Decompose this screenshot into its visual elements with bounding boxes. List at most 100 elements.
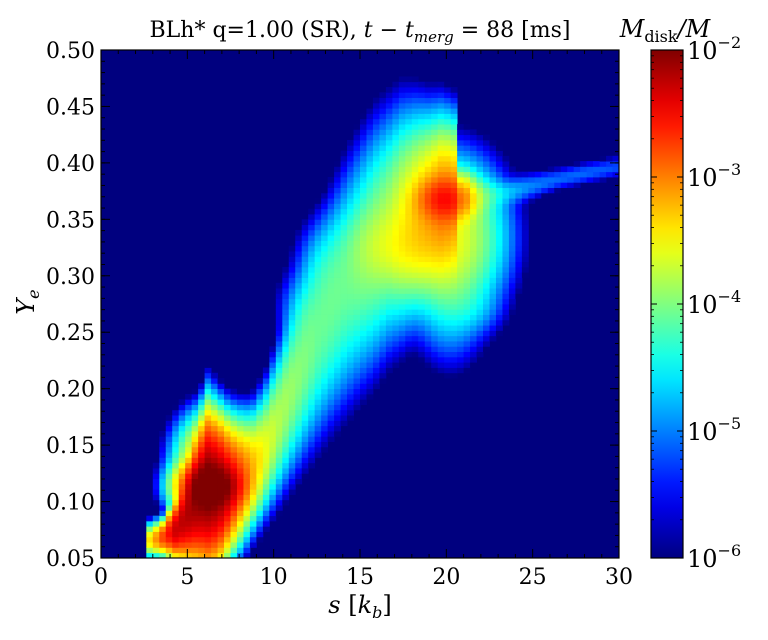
heatmap-cell — [275, 335, 283, 342]
heatmap-cell — [275, 282, 283, 289]
heatmap-cell — [476, 277, 484, 284]
heatmap-cell — [165, 431, 173, 437]
heatmap-cell — [450, 314, 458, 321]
heatmap-cell — [450, 198, 458, 204]
heatmap-cell — [230, 457, 238, 464]
heatmap-cell — [224, 515, 231, 522]
heatmap-cell — [450, 261, 458, 268]
heatmap-cell — [398, 161, 406, 167]
heatmap-cell — [372, 261, 380, 268]
heatmap-cell — [198, 526, 206, 532]
heatmap-cell — [366, 362, 374, 368]
heatmap-cell — [360, 219, 367, 226]
heatmap-cell — [444, 314, 452, 321]
heatmap-cell — [554, 177, 562, 183]
heatmap-cell — [489, 187, 497, 194]
heatmap-cell — [327, 346, 335, 353]
heatmap-cell — [282, 415, 290, 421]
heatmap-cell — [457, 139, 465, 146]
heatmap-cell — [502, 319, 510, 326]
heatmap-cell — [405, 251, 413, 257]
heatmap-cell — [463, 182, 471, 188]
heatmap-cell — [217, 468, 225, 474]
heatmap-cell — [340, 330, 348, 337]
heatmap-cell — [372, 356, 380, 363]
heatmap-cell — [444, 177, 452, 183]
heatmap-cell — [327, 372, 335, 379]
heatmap-cell — [308, 362, 316, 368]
heatmap-cell — [372, 251, 380, 257]
heatmap-cell — [392, 155, 400, 162]
heatmap-cell — [198, 393, 206, 400]
heatmap-cell — [178, 446, 186, 453]
heatmap-cell — [495, 161, 503, 167]
heatmap-cell — [457, 145, 465, 151]
heatmap-cell — [334, 425, 341, 432]
heatmap-cell — [217, 404, 225, 411]
heatmap-cell — [372, 108, 380, 114]
heatmap-cell — [541, 187, 549, 194]
heatmap-cell — [308, 346, 316, 353]
heatmap-cell — [547, 166, 555, 173]
heatmap-cell — [372, 235, 380, 241]
heatmap-cell — [457, 251, 465, 257]
heatmap-cell — [360, 351, 367, 358]
heatmap-cell — [444, 304, 452, 310]
heatmap-cell — [185, 483, 193, 490]
heatmap-cell — [249, 526, 257, 532]
heatmap-cell — [275, 441, 283, 448]
heatmap-cell — [418, 341, 426, 347]
heatmap-cell — [450, 108, 458, 114]
heatmap-cell — [191, 526, 199, 532]
heatmap-cell — [178, 520, 186, 527]
heatmap-cell — [249, 452, 257, 458]
heatmap-cell — [288, 431, 296, 437]
heatmap-cell — [236, 473, 244, 480]
heatmap-cell — [353, 134, 361, 141]
heatmap-cell — [224, 452, 231, 458]
heatmap-cell — [321, 256, 329, 263]
heatmap-cell — [256, 499, 264, 506]
heatmap-cell — [463, 203, 471, 210]
heatmap-cell — [340, 341, 348, 347]
heatmap-cell — [521, 198, 529, 204]
heatmap-cell — [418, 171, 426, 178]
heatmap-cell — [159, 505, 167, 511]
heatmap-cell — [424, 319, 432, 326]
heatmap-cell — [191, 446, 199, 453]
heatmap-cell — [269, 462, 277, 469]
heatmap-cell — [217, 542, 225, 548]
heatmap-cell — [204, 489, 212, 495]
heatmap-cell — [398, 203, 406, 210]
heatmap-cell — [450, 92, 458, 99]
heatmap-cell — [379, 372, 387, 379]
heatmap-cell — [321, 367, 329, 374]
heatmap-cell — [483, 335, 490, 342]
heatmap-cell — [191, 420, 199, 427]
heatmap-cell — [340, 261, 348, 268]
heatmap-cell — [211, 378, 218, 384]
heatmap-cell — [314, 446, 322, 453]
x-tick-label: 20 — [432, 565, 460, 590]
heatmap-cell — [288, 473, 296, 480]
heatmap-cell — [457, 166, 465, 173]
heatmap-cell — [444, 298, 452, 305]
heatmap-cell — [288, 425, 296, 432]
heatmap-cell — [379, 378, 387, 384]
heatmap-cell — [334, 229, 341, 236]
heatmap-cell — [495, 150, 503, 157]
heatmap-cell — [450, 118, 458, 125]
heatmap-cell — [275, 473, 283, 480]
heatmap-cell — [372, 150, 380, 157]
heatmap-cell — [314, 293, 322, 300]
heatmap-cell — [508, 282, 516, 289]
heatmap-cell — [444, 166, 452, 173]
heatmap-cell — [554, 171, 562, 178]
heatmap-cell — [269, 452, 277, 458]
heatmap-cell — [204, 473, 212, 480]
heatmap-cell — [314, 261, 322, 268]
heatmap-cell — [211, 547, 218, 554]
heatmap-cell — [392, 224, 400, 231]
heatmap-cell — [211, 393, 218, 400]
heatmap-cell — [308, 256, 316, 263]
